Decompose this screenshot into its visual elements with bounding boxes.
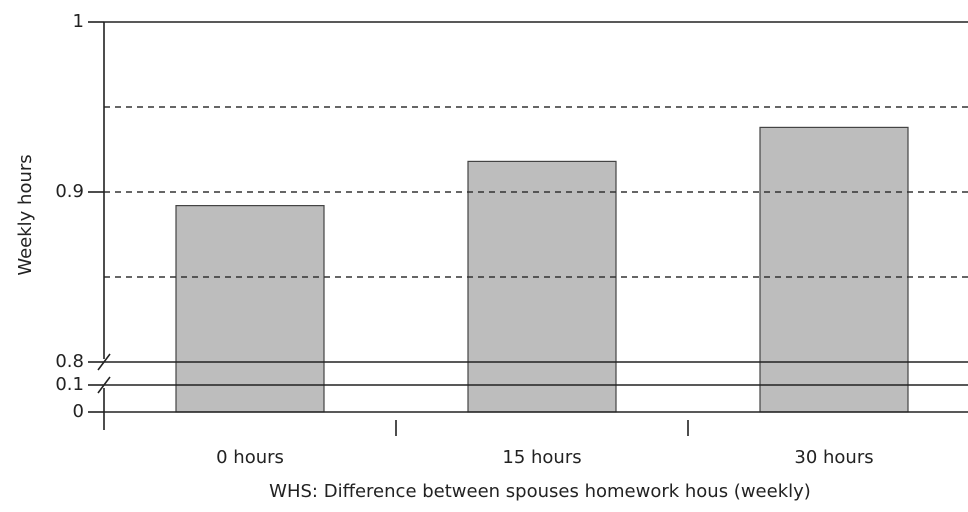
y-axis-title: Weekly hours <box>15 154 36 275</box>
x-tick-label: 0 hours <box>216 447 284 468</box>
x-tick-label: 15 hours <box>502 447 581 468</box>
x-tick-label: 30 hours <box>794 447 873 468</box>
x-axis-title: WHS: Difference between spouses homework… <box>269 481 811 502</box>
y-tick-label: 1 <box>73 11 84 32</box>
bar <box>759 126 909 413</box>
bar <box>175 205 325 413</box>
y-tick-label: 0.1 <box>55 374 84 395</box>
bar <box>467 160 617 413</box>
y-tick-label: 0 <box>73 401 84 422</box>
axis-break <box>97 376 111 394</box>
axis-break <box>97 353 111 371</box>
y-tick-label: 0.8 <box>55 351 84 372</box>
y-tick-label: 0.9 <box>55 181 84 202</box>
